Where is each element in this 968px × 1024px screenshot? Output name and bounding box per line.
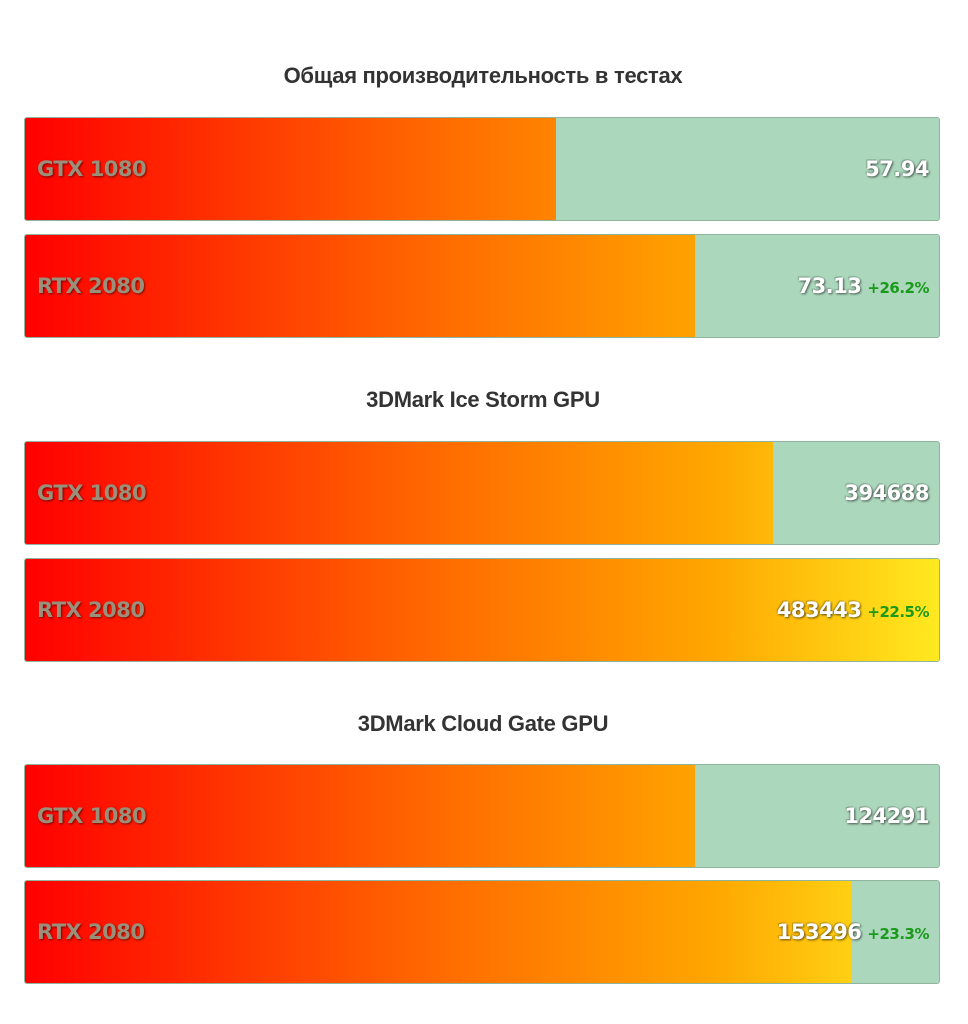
bar-fill-gtx-1080 [25,765,695,867]
bar-value-label: 124291 [844,804,929,828]
bar-value-label: 483443 [776,598,862,622]
bar-row-rtx-2080: RTX 2080 153296 +23.3% [24,880,940,984]
bar-delta-label: +23.3% [867,924,929,943]
bar-value-label: 57.94 [865,157,929,181]
bar-fill-rtx-2080 [25,881,851,983]
bar-category-label: GTX 1080 [37,157,147,181]
chart-title: 3DMark Cloud Gate GPU [357,711,609,736]
bar-value-group: 57.94 [865,118,929,220]
bar-row-gtx-1080: GTX 1080 124291 [24,764,940,868]
bar-value-group: 394688 [844,442,929,544]
bar-value-label: 153296 [776,920,862,944]
bar-category-label: GTX 1080 [37,481,147,505]
bar-fill-rtx-2080 [25,559,939,661]
chart-title: Общая производительность в тестах [283,63,683,88]
bar-category-label: RTX 2080 [37,274,145,298]
chart-section-overall: Общая производительность в тестах GTX 10… [24,56,942,346]
bar-value-group: 153296 +23.3% [776,881,930,983]
bar-fill-gtx-1080 [25,442,773,544]
bar-delta-label: +22.5% [867,602,929,621]
bar-value-label: 394688 [844,481,929,505]
bar-fill-rtx-2080 [25,235,695,337]
bar-value-group: 124291 [844,765,929,867]
bar-value-label: 73.13 [797,274,862,298]
bar-row-rtx-2080: RTX 2080 483443 +22.5% [24,558,940,662]
bar-row-gtx-1080: GTX 1080 394688 [24,441,940,545]
bar-category-label: RTX 2080 [37,598,145,622]
bar-row-gtx-1080: GTX 1080 57.94 [24,117,940,221]
chart-section-cloud-gate: 3DMark Cloud Gate GPU GTX 1080 124291 RT… [24,704,942,994]
bar-fill-gtx-1080 [25,118,556,220]
bar-value-group: 73.13 +26.2% [797,235,929,337]
bar-value-group: 483443 +22.5% [776,559,930,661]
bar-row-rtx-2080: RTX 2080 73.13 +26.2% [24,234,940,338]
chart-title: 3DMark Ice Storm GPU [366,387,600,412]
bar-delta-label: +26.2% [867,278,929,297]
chart-section-ice-storm: 3DMark Ice Storm GPU GTX 1080 394688 RTX… [24,380,942,670]
bar-category-label: RTX 2080 [37,920,145,944]
bar-category-label: GTX 1080 [37,804,147,828]
